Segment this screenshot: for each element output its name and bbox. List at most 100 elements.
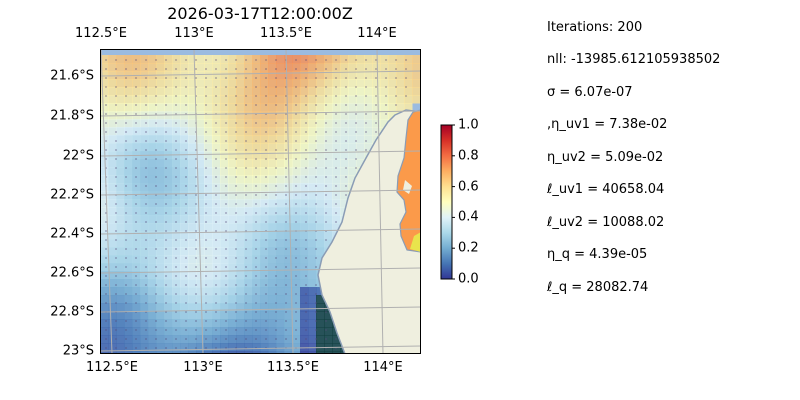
field-cell: [276, 319, 285, 328]
vector-dot: [215, 185, 217, 187]
field-cell: [236, 127, 245, 136]
field-cell: [356, 127, 365, 136]
vector-dot: [305, 194, 307, 196]
vector-dot: [235, 302, 237, 304]
vector-dot: [105, 257, 107, 259]
field-cell: [244, 191, 253, 200]
field-cell: [284, 263, 293, 272]
field-cell: [308, 143, 317, 152]
vector-dot: [175, 104, 177, 106]
field-cell: [412, 71, 421, 80]
vector-dot: [295, 293, 297, 295]
field-cell: [300, 223, 309, 232]
stat-eta-uv2: η_uv2 = 5.09e-02: [547, 150, 664, 165]
field-cell: [172, 255, 181, 264]
vector-dot: [165, 221, 167, 223]
field-cell: [108, 263, 117, 272]
vector-dot: [195, 320, 197, 322]
field-cell: [148, 223, 157, 232]
vector-dot: [195, 221, 197, 223]
field-cell: [156, 215, 165, 224]
vector-dot: [145, 86, 147, 88]
vector-dot: [195, 167, 197, 169]
vector-dot: [275, 131, 277, 133]
field-cell: [140, 167, 149, 176]
field-cell: [116, 207, 125, 216]
vector-dot: [245, 68, 247, 70]
field-cell: [300, 151, 309, 160]
field-cell: [300, 319, 309, 328]
field-cell: [308, 351, 317, 354]
vector-dot: [305, 122, 307, 124]
field-cell: [148, 263, 157, 272]
field-cell: [252, 215, 261, 224]
vector-dot: [255, 131, 257, 133]
vector-dot: [145, 95, 147, 97]
vector-dot: [365, 113, 367, 115]
vector-dot: [115, 140, 117, 142]
vector-dot: [115, 347, 117, 349]
field-cell: [140, 231, 149, 240]
vector-dot: [165, 347, 167, 349]
vector-dot: [305, 338, 307, 340]
field-cell: [148, 103, 157, 112]
vector-dot: [155, 131, 157, 133]
vector-dot: [325, 113, 327, 115]
vector-dot: [205, 212, 207, 214]
field-cell: [244, 311, 253, 320]
field-cell: [180, 263, 189, 272]
colorbar-tick: 0.2: [458, 240, 479, 256]
vector-dot: [135, 239, 137, 241]
vector-dot: [155, 167, 157, 169]
vector-dot: [225, 68, 227, 70]
field-cell: [308, 215, 317, 224]
field-cell: [204, 247, 213, 256]
vector-dot: [345, 167, 347, 169]
field-cell: [116, 135, 125, 144]
vector-dot: [205, 203, 207, 205]
vector-dot: [155, 221, 157, 223]
field-cell: [276, 175, 285, 184]
field-cell: [100, 119, 109, 128]
field-cell: [404, 79, 413, 88]
vector-dot: [125, 95, 127, 97]
field-cell: [124, 279, 133, 288]
vector-dot: [175, 203, 177, 205]
field-cell: [172, 239, 181, 248]
vector-dot: [315, 221, 317, 223]
vector-dot: [125, 347, 127, 349]
vector-dot: [345, 68, 347, 70]
vector-dot: [315, 104, 317, 106]
vector-dot: [165, 257, 167, 259]
vector-dot: [155, 230, 157, 232]
field-cell: [340, 191, 349, 200]
vector-dot: [275, 248, 277, 250]
vector-dot: [345, 140, 347, 142]
field-cell: [340, 63, 349, 72]
field-cell: [244, 127, 253, 136]
field-cell: [372, 71, 381, 80]
field-cell: [284, 295, 293, 304]
field-cell: [244, 239, 253, 248]
vector-dot: [185, 275, 187, 277]
field-cell: [260, 335, 269, 344]
vector-dot: [245, 275, 247, 277]
vector-dot: [185, 266, 187, 268]
field-cell: [156, 263, 165, 272]
vector-dot: [245, 167, 247, 169]
field-cell: [228, 167, 237, 176]
lon-tick-top: 113°E: [174, 26, 214, 41]
vector-dot: [185, 104, 187, 106]
field-cell: [156, 167, 165, 176]
vector-dot: [145, 131, 147, 133]
field-cell: [124, 55, 133, 64]
vector-dot: [265, 221, 267, 223]
field-cell: [236, 103, 245, 112]
vector-dot: [285, 329, 287, 331]
field-cell: [188, 247, 197, 256]
vector-dot: [115, 68, 117, 70]
lat-tick: 23°S: [62, 343, 94, 359]
field-cell: [100, 335, 109, 344]
vector-dot: [195, 257, 197, 259]
vector-dot: [125, 113, 127, 115]
